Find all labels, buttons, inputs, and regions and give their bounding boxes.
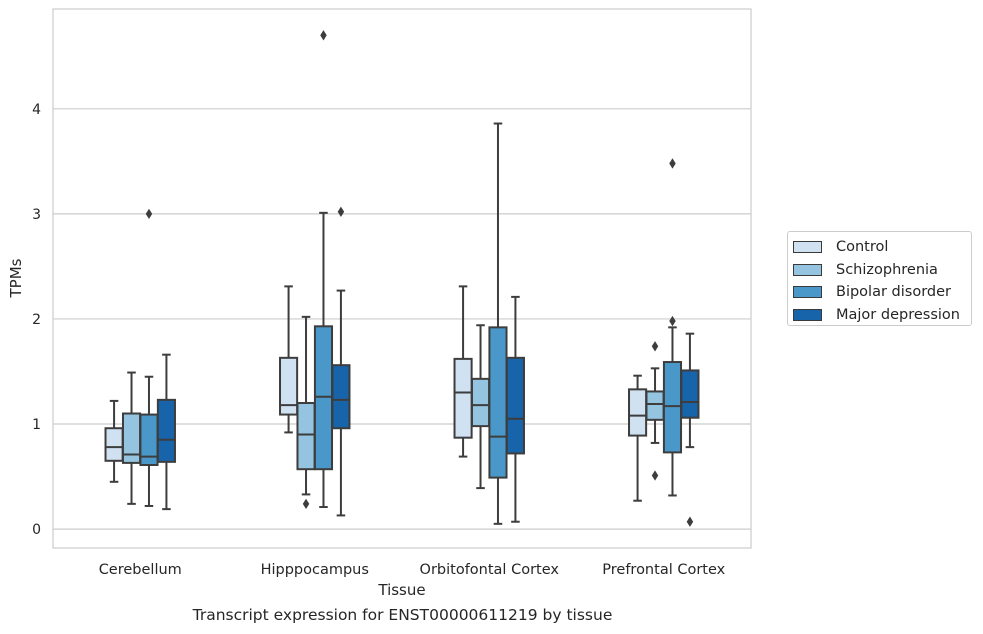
box-body	[680, 369, 700, 419]
legend: Control Schizophrenia Bipolar disorder Majo…	[787, 231, 972, 326]
box-3-0	[628, 374, 648, 502]
gridlines	[53, 108, 751, 530]
box-body	[279, 356, 299, 416]
box-3-1	[645, 341, 665, 481]
box-body	[331, 364, 351, 430]
box-body	[453, 357, 473, 439]
box-body	[628, 388, 648, 437]
legend-item: Schizophrenia	[793, 259, 971, 282]
legend-item: Bipolar disorder	[793, 281, 971, 304]
legend-label: Major depression	[836, 306, 960, 323]
x-tick-label: Prefrontal Cortex	[602, 562, 725, 578]
box-body	[488, 326, 508, 479]
boxes	[104, 30, 700, 527]
legend-label: Schizophrenia	[836, 261, 938, 278]
outlier-point	[686, 516, 694, 527]
box-1-3	[331, 206, 351, 517]
legend-swatch	[793, 263, 822, 276]
outlier-point	[320, 30, 327, 41]
y-tick-labels: 0 1 2 3 4	[32, 102, 41, 538]
box-0-1	[121, 371, 142, 505]
box-body	[505, 356, 525, 455]
outlier-point	[669, 315, 676, 327]
legend-swatch	[793, 241, 822, 254]
box-0-2	[139, 208, 159, 507]
y-tick-label: 0	[32, 522, 41, 538]
y-tick-label: 3	[32, 207, 41, 223]
legend-item: Control	[793, 236, 971, 259]
box-2-0	[453, 285, 473, 458]
box-body	[470, 377, 491, 428]
box-1-1	[296, 315, 316, 510]
y-tick-label: 2	[32, 312, 41, 328]
x-tick-label: Cerebellum	[99, 562, 182, 578]
legend-item: Major depression	[793, 304, 971, 327]
box-body	[662, 361, 683, 454]
x-axis-label: Tissue	[377, 581, 425, 599]
box-3-2	[662, 158, 683, 497]
box-2-1	[470, 324, 491, 490]
box-body	[645, 390, 665, 421]
outlier-point	[302, 498, 310, 510]
box-body	[313, 325, 334, 471]
outlier-point	[651, 341, 659, 352]
legend-label: Bipolar disorder	[836, 284, 951, 301]
box-body	[156, 398, 176, 463]
plot-frame	[52, 8, 752, 549]
y-axis-label: TPMs	[7, 258, 25, 298]
legend-swatch	[793, 286, 822, 299]
outlier-point	[669, 158, 676, 169]
box-2-2	[488, 122, 508, 525]
box-0-0	[104, 399, 124, 483]
outlier-point	[337, 206, 345, 217]
box-body	[296, 402, 316, 471]
outlier-point	[145, 208, 153, 220]
legend-label: Control	[836, 239, 889, 256]
legend-swatch	[793, 308, 822, 321]
box-0-3	[156, 353, 176, 511]
x-tick-labels: Cerebellum Hipppocampus Orbitofontal Corte…	[99, 562, 726, 578]
x-tick-label: Hipppocampus	[261, 562, 369, 578]
box-3-3	[680, 332, 700, 527]
box-1-0	[279, 285, 299, 434]
box-2-3	[505, 295, 525, 523]
x-tick-label: Orbitofontal Cortex	[420, 562, 560, 578]
box-body	[104, 427, 124, 462]
y-tick-label: 4	[32, 102, 41, 118]
outlier-point	[651, 470, 659, 481]
box-1-2	[313, 30, 334, 509]
y-tick-label: 1	[32, 417, 41, 433]
figure-caption: Transcript expression for ENST0000061121…	[192, 606, 613, 624]
